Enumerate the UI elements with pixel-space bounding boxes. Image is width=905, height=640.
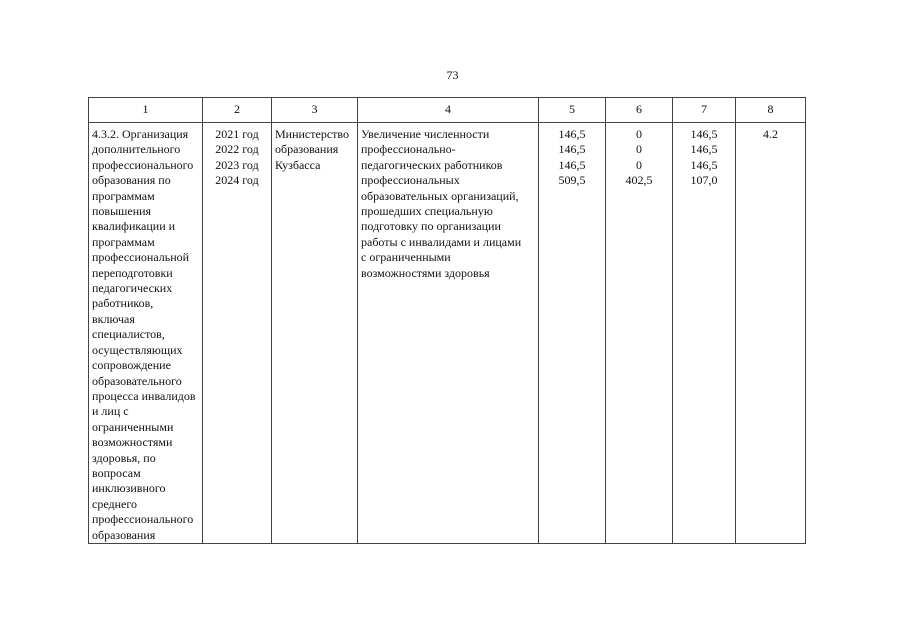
header-col-1: 1 <box>88 97 203 123</box>
years-cell: 2021 год 2022 год 2023 год 2024 год <box>202 122 272 544</box>
page-number: 73 <box>446 68 459 82</box>
header-col-8: 8 <box>735 97 806 123</box>
header-col-5: 5 <box>538 97 606 123</box>
col7-cell: 146,5 146,5 146,5 107,0 <box>672 122 736 544</box>
header-col-3: 3 <box>271 97 358 123</box>
program-table: 1 2 3 4 5 6 7 8 4.3.2. Организация допол… <box>88 97 806 544</box>
header-col-6: 6 <box>605 97 673 123</box>
result-cell: Увеличение численности профессионально- … <box>357 122 539 544</box>
col5-cell: 146,5 146,5 146,5 509,5 <box>538 122 606 544</box>
table-row: 4.3.2. Организация дополнительного профе… <box>88 122 806 544</box>
col8-cell: 4.2 <box>735 122 806 544</box>
table-header-row: 1 2 3 4 5 6 7 8 <box>88 97 806 123</box>
executor-cell: Министерство образования Кузбасса <box>271 122 358 544</box>
activity-cell: 4.3.2. Организация дополнительного профе… <box>88 122 203 544</box>
col6-cell: 0 0 0 402,5 <box>605 122 673 544</box>
header-col-4: 4 <box>357 97 539 123</box>
header-col-7: 7 <box>672 97 736 123</box>
header-col-2: 2 <box>202 97 272 123</box>
